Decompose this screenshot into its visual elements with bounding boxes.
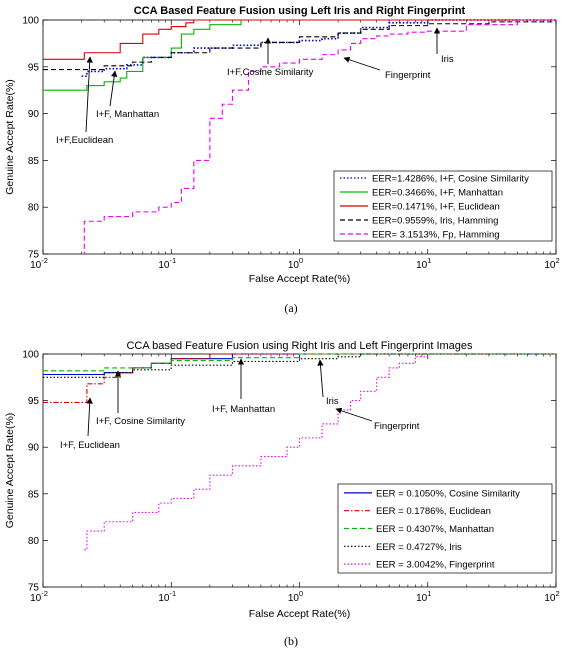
legend-box <box>333 170 553 242</box>
annotation-arrow <box>86 397 93 437</box>
annotation-label: I+F, Cosine Similarity <box>96 416 185 427</box>
annotation-arrow <box>109 70 118 107</box>
figure-caption: (b) <box>284 634 298 648</box>
annotation-label: I+F,Cosine Similarity <box>227 67 314 78</box>
x-axis-label: False Accept Rate(%) <box>249 273 351 285</box>
y-tick-label: 95 <box>28 62 40 73</box>
annotation-arrow <box>85 56 93 133</box>
y-tick-label: 85 <box>28 489 40 500</box>
y-tick-label: 80 <box>28 536 40 547</box>
y-tick-label: 75 <box>28 250 40 261</box>
y-axis-label: Genuine Accept Rate(%) <box>4 413 16 529</box>
chart-title: CCA based Feature Fusion using Right Iri… <box>126 340 473 352</box>
series-line-2 <box>43 19 556 91</box>
annotation-label: I+F,Euclidean <box>56 135 113 146</box>
legend-entry: EER=0.3466%, I+F, Manhattan <box>372 188 503 199</box>
annotation-label: Fingerprint <box>385 70 431 81</box>
annotation-label: Iris <box>441 54 454 65</box>
legend-entry: EER=0.9559%, Iris, Hamming <box>372 216 498 227</box>
y-tick-label: 100 <box>22 16 39 27</box>
y-tick-label: 90 <box>28 443 40 454</box>
series-line-5 <box>84 354 429 551</box>
legend-entry: EER= 3.1513%, Fp, Hamming <box>372 230 500 241</box>
legend-entry: EER = 0.1786%, Euclidean <box>376 506 491 517</box>
x-tick-label: 10-1 <box>158 589 176 604</box>
series-line-3 <box>43 19 556 60</box>
annotation-label: I+F, Manhattan <box>96 109 159 120</box>
x-tick-label: 10-1 <box>158 256 176 271</box>
x-tick-label: 101 <box>416 589 431 604</box>
figure-caption: (a) <box>284 301 297 315</box>
x-tick-label: 100 <box>288 589 303 604</box>
x-tick-label: 102 <box>544 256 559 271</box>
legend-entry: EER=1.4286%, I+F, Cosine Similarity <box>372 174 529 185</box>
chart-b: 10-2 10-1 100 101 102 75 80 85 90 95 100 I+F, Eucli… <box>4 340 560 648</box>
x-tick-label: 100 <box>288 256 303 271</box>
legend-entry: EER = 0.4727%, Iris <box>376 542 462 553</box>
legend-entry: EER = 0.1050%, Cosine Similarity <box>376 488 520 499</box>
series-line-2 <box>43 353 556 404</box>
x-tick-label: 102 <box>544 589 559 604</box>
legend-entry: EER=0.1471%, I+F, Euclidean <box>372 202 500 213</box>
series-line-4 <box>43 353 556 378</box>
x-axis-label: False Accept Rate(%) <box>249 608 351 620</box>
y-tick-label: 75 <box>28 583 40 594</box>
y-tick-label: 85 <box>28 156 40 167</box>
y-tick-label: 95 <box>28 396 40 407</box>
chart-title: CCA Based Feature Fusion using Left Iris… <box>134 5 466 17</box>
series-line-4 <box>43 20 556 71</box>
annotation-arrow <box>317 359 324 398</box>
series-line-3 <box>43 353 556 372</box>
annotation-label: I+F, Euclidean <box>60 440 120 451</box>
annotation-arrow <box>335 407 373 422</box>
x-tick-label: 10-2 <box>30 589 48 604</box>
y-axis-label: Genuine Accept Rate(%) <box>4 79 16 195</box>
y-tick-label: 90 <box>28 109 40 120</box>
legend-entry: EER = 0.4307%, Manhattan <box>376 524 494 535</box>
x-tick-label: 10-2 <box>30 256 48 271</box>
annotation-label: Fingerprint <box>374 421 420 432</box>
annotation-label: Iris <box>326 396 339 407</box>
x-tick-label: 101 <box>416 256 431 271</box>
legend-entry: EER = 3.0042%, Fingerprint <box>376 560 495 571</box>
annotation-label: I+F, Manhattan <box>212 404 275 415</box>
legend-box <box>337 483 553 574</box>
annotation-arrow <box>343 56 381 71</box>
y-tick-label: 100 <box>22 350 39 361</box>
y-tick-label: 80 <box>28 203 40 214</box>
chart-a: 10-2 10-1 100 101 102 75 80 85 90 95 100 I+F,Euclid… <box>4 5 560 315</box>
